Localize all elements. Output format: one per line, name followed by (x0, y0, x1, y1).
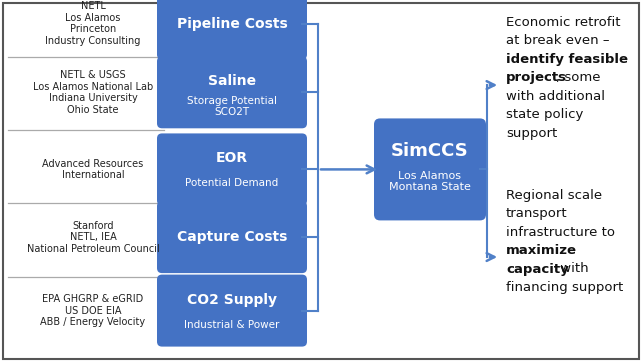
Text: Stanford
NETL, IEA
National Petroleum Council: Stanford NETL, IEA National Petroleum Co… (26, 220, 159, 254)
Text: Storage Potential
SCO2T: Storage Potential SCO2T (187, 96, 277, 117)
Text: SimCCS: SimCCS (391, 142, 469, 160)
Text: with: with (555, 262, 588, 275)
Text: Regional scale: Regional scale (506, 189, 602, 202)
FancyBboxPatch shape (157, 275, 307, 346)
Text: maximize: maximize (506, 244, 577, 257)
FancyBboxPatch shape (374, 118, 486, 220)
Text: capacity: capacity (506, 262, 569, 275)
Text: NETL & USGS
Los Alamos National Lab
Indiana University
Ohio State: NETL & USGS Los Alamos National Lab Indi… (33, 70, 153, 115)
FancyBboxPatch shape (3, 3, 639, 359)
Text: EOR: EOR (216, 151, 248, 165)
Text: Potential Demand: Potential Demand (186, 178, 279, 188)
Text: EPA GHGRP & eGRID
US DOE EIA
ABB / Energy Velocity: EPA GHGRP & eGRID US DOE EIA ABB / Energ… (40, 294, 146, 327)
Text: state policy: state policy (506, 108, 584, 121)
Text: transport: transport (506, 207, 568, 220)
Text: projects: projects (506, 71, 567, 84)
Text: Saline: Saline (208, 74, 256, 88)
Text: identify feasible: identify feasible (506, 52, 628, 66)
Text: Economic retrofit: Economic retrofit (506, 16, 621, 29)
Text: with additional: with additional (506, 89, 605, 102)
FancyBboxPatch shape (157, 0, 307, 59)
FancyBboxPatch shape (157, 134, 307, 205)
Text: Pipeline Costs: Pipeline Costs (177, 17, 288, 30)
Text: , some: , some (555, 71, 600, 84)
Text: infrastructure to: infrastructure to (506, 226, 615, 239)
Text: NETL
Los Alamos
Princeton
Industry Consulting: NETL Los Alamos Princeton Industry Consu… (46, 1, 141, 46)
Text: Los Alamos
Montana State: Los Alamos Montana State (389, 171, 471, 192)
FancyBboxPatch shape (157, 201, 307, 273)
Text: Industrial & Power: Industrial & Power (184, 320, 280, 329)
Text: Advanced Resources
International: Advanced Resources International (42, 159, 144, 180)
Text: support: support (506, 126, 557, 139)
Text: financing support: financing support (506, 281, 623, 294)
Text: Capture Costs: Capture Costs (177, 230, 287, 244)
FancyBboxPatch shape (157, 56, 307, 128)
Text: CO2 Supply: CO2 Supply (187, 292, 277, 307)
Text: at break even –: at break even – (506, 34, 609, 47)
